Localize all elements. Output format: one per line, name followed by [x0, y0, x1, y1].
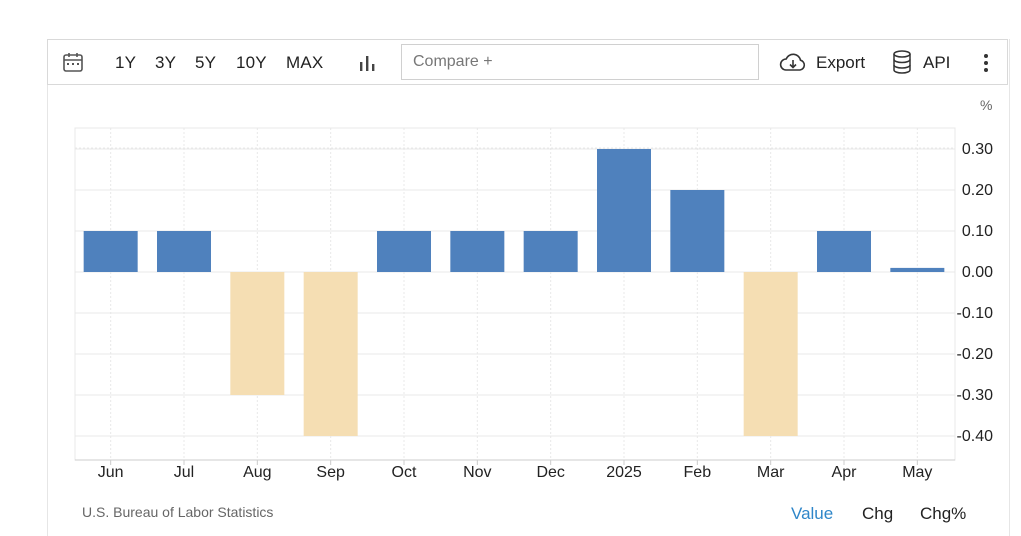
mode-chg-pct-button[interactable]: Chg% — [920, 504, 967, 523]
x-tick-label: Jun — [98, 464, 124, 481]
plot-area — [74, 127, 956, 461]
bar — [157, 231, 211, 272]
y-tick-label: -0.40 — [957, 428, 994, 445]
chart-panel — [47, 39, 1010, 536]
x-tick-label: Nov — [463, 464, 491, 481]
calendar-icon[interactable] — [62, 51, 84, 73]
x-tick-label: Feb — [684, 464, 712, 481]
y-tick-label: 0.20 — [962, 182, 993, 199]
unit-label: % — [980, 97, 993, 113]
x-tick-label: Oct — [392, 464, 417, 481]
bar — [230, 272, 285, 395]
bar — [597, 149, 651, 272]
export-label: Export — [816, 53, 866, 72]
x-tick-label: Mar — [757, 464, 785, 481]
x-tick-label: Dec — [536, 464, 564, 481]
bar — [670, 190, 725, 272]
bar — [890, 267, 945, 272]
range-1y-button[interactable]: 1Y — [115, 53, 137, 72]
x-tick-label: 2025 — [606, 464, 642, 481]
y-tick-label: 0.10 — [962, 223, 993, 240]
x-tick-label: Apr — [832, 464, 858, 481]
y-tick-label: -0.10 — [957, 305, 994, 322]
chart-toolbar: 1Y 3Y 5Y 10Y MAX Export API — [47, 39, 1008, 85]
x-tick-label: May — [902, 464, 932, 481]
bar — [743, 272, 798, 436]
bar — [450, 231, 505, 272]
bar — [303, 272, 358, 436]
range-3y-button[interactable]: 3Y — [155, 53, 177, 72]
range-5y-button[interactable]: 5Y — [195, 53, 217, 72]
source-label: U.S. Bureau of Labor Statistics — [82, 504, 274, 520]
range-max-button[interactable]: MAX — [286, 53, 324, 72]
bar — [377, 231, 431, 272]
mode-chg-button[interactable]: Chg — [862, 504, 894, 523]
bar-chart-icon[interactable] — [357, 52, 379, 74]
mode-value-button[interactable]: Value — [791, 504, 834, 523]
y-tick-label: -0.30 — [957, 387, 994, 404]
cloud-download-icon — [779, 53, 806, 71]
bar — [523, 231, 578, 272]
more-vertical-icon[interactable] — [976, 52, 996, 74]
x-tick-label: Jul — [174, 464, 194, 481]
compare-input[interactable] — [401, 44, 759, 80]
y-tick-label: 0.00 — [962, 264, 993, 281]
y-tick-label: -0.20 — [957, 346, 994, 363]
database-icon — [893, 50, 911, 74]
bar — [817, 231, 871, 272]
x-tick-label: Aug — [243, 464, 271, 481]
x-tick-label: Sep — [316, 464, 345, 481]
range-10y-button[interactable]: 10Y — [236, 53, 267, 72]
api-label: API — [923, 53, 951, 72]
bar — [83, 231, 138, 272]
y-tick-label: 0.30 — [962, 141, 993, 158]
